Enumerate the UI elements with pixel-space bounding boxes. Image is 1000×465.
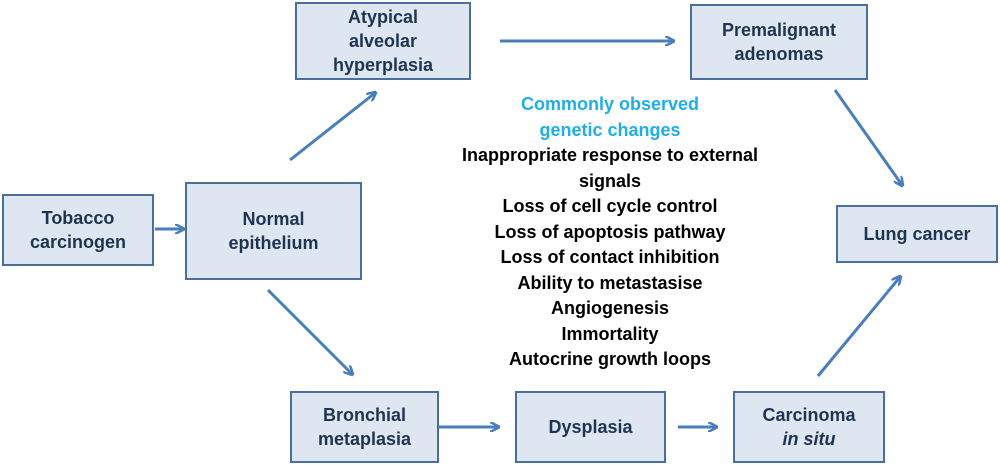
node-label: Lung cancer <box>863 224 971 244</box>
node-atypical-alveolar-hyperplasia: Atypical alveolar hyperplasia <box>295 2 471 80</box>
node-label: epithelium <box>228 233 319 253</box>
genetic-change-item: Inappropriate response to external <box>461 145 759 165</box>
node-normal-epithelium: Normal epithelium <box>185 182 362 280</box>
genetic-change-item: signals <box>578 170 642 191</box>
node-carcinoma-in-situ: Carcinoma in situ <box>733 391 885 463</box>
genetic-change-item: Loss of cell cycle control <box>502 196 718 216</box>
node-premalignant-adenomas: Premalignant adenomas <box>690 4 868 80</box>
node-dysplasia: Dysplasia <box>515 391 666 463</box>
node-label: adenomas <box>734 44 824 64</box>
node-lung-cancer: Lung cancer <box>836 205 998 263</box>
node-label: alveolar <box>348 31 418 51</box>
genetic-changes-heading: Commonly observed <box>520 94 700 114</box>
arrow-normal-to-aah <box>289 93 375 162</box>
arrow-cis-to-lung <box>816 277 900 377</box>
genetic-change-item: Loss of contact inhibition <box>500 247 720 267</box>
node-tobacco-carcinogen: Tobacco carcinogen <box>2 194 154 266</box>
node-label: Normal <box>242 209 305 229</box>
genetic-change-item: Immortality <box>561 323 659 344</box>
node-label: Atypical <box>347 7 419 27</box>
genetic-changes-list: Commonly observed genetic changes Inappr… <box>400 92 820 373</box>
node-bronchial-metaplasia: Bronchial metaplasia <box>290 391 439 463</box>
genetic-change-item: Angiogenesis <box>550 298 670 318</box>
node-label: metaplasia <box>317 429 412 449</box>
genetic-change-item: Autocrine growth loops <box>509 349 711 369</box>
genetic-change-item: Loss of apoptosis pathway <box>494 221 726 242</box>
arrow-premalignant-to-lung <box>833 89 902 185</box>
node-label: Tobacco <box>41 208 115 228</box>
node-label: Bronchial <box>322 405 406 425</box>
node-label: Carcinoma <box>762 405 856 425</box>
node-label: in situ <box>782 429 836 449</box>
genetic-changes-heading: genetic changes <box>539 119 681 140</box>
genetic-change-item: Ability to metastasise <box>517 272 703 293</box>
node-label: carcinogen <box>29 232 127 252</box>
node-label: Premalignant <box>721 20 837 40</box>
node-label: hyperplasia <box>332 55 434 75</box>
node-label: Dysplasia <box>548 417 633 437</box>
arrow-normal-to-bronchial <box>266 288 352 374</box>
